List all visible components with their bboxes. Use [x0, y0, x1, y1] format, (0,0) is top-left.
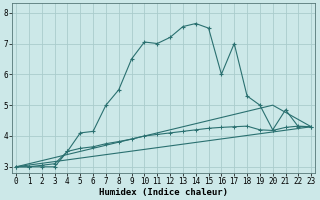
X-axis label: Humidex (Indice chaleur): Humidex (Indice chaleur) — [99, 188, 228, 197]
